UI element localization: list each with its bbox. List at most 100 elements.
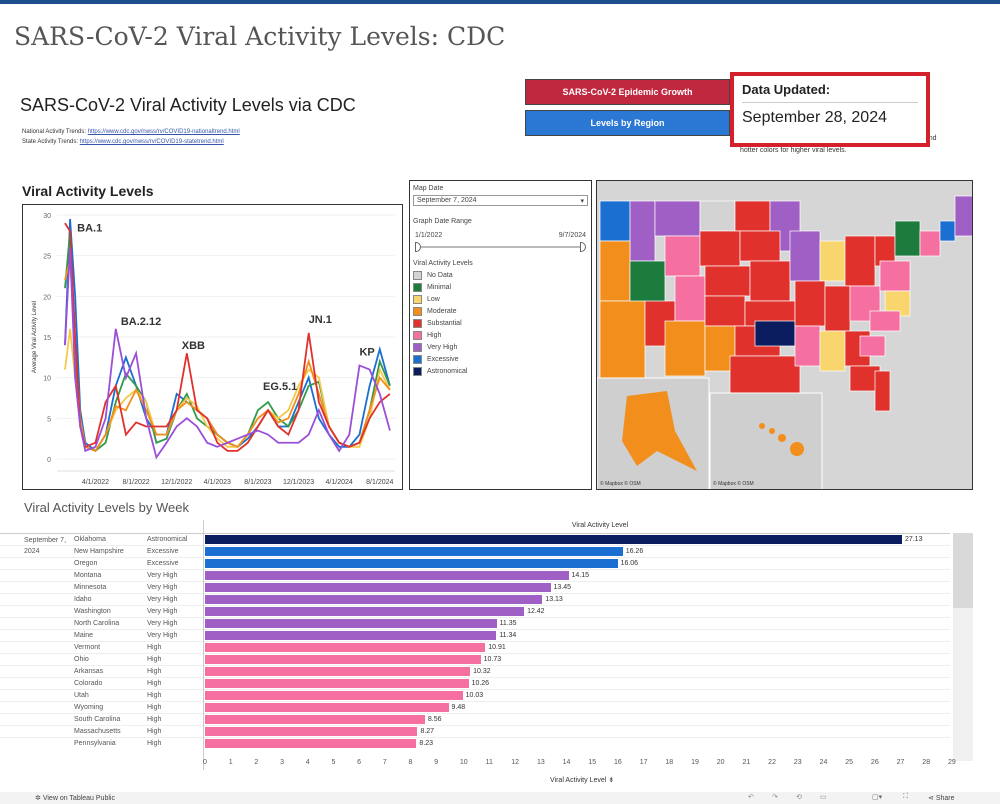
view-on-tableau-link[interactable]: ✲ View on Tableau Public: [35, 794, 115, 802]
table-row[interactable]: Utah High 10.03: [0, 689, 950, 701]
state-shape[interactable]: [879, 260, 911, 292]
table-row[interactable]: Oregon Excessive 16.06: [0, 557, 950, 569]
state-shape[interactable]: [789, 230, 821, 282]
bar[interactable]: [205, 535, 902, 544]
state-shape[interactable]: [599, 200, 631, 242]
state-shape[interactable]: [939, 220, 956, 242]
bar[interactable]: [205, 727, 418, 736]
state-shape[interactable]: [874, 370, 891, 412]
bar[interactable]: [205, 583, 551, 592]
device-preview-icon[interactable]: ▢▾: [872, 794, 883, 801]
bar[interactable]: [205, 715, 425, 724]
bar[interactable]: [205, 571, 569, 580]
slider-start-handle[interactable]: [415, 242, 421, 252]
state-shape[interactable]: [819, 240, 846, 282]
table-row[interactable]: Washington Very High 12.42: [0, 605, 950, 617]
table-row[interactable]: Ohio High 10.73: [0, 653, 950, 665]
state-shape[interactable]: [749, 260, 791, 302]
table-row[interactable]: Massachusetts High 8.27: [0, 725, 950, 737]
levels-by-region-button[interactable]: Levels by Region: [525, 110, 730, 136]
scrollbar-thumb[interactable]: [953, 533, 973, 608]
map-date-dropdown[interactable]: September 7, 2024 ▾: [413, 195, 588, 206]
bar[interactable]: [205, 595, 543, 604]
bar-x-label: Viral Activity Level ⇟: [550, 776, 614, 784]
table-row[interactable]: Montana Very High 14.15: [0, 569, 950, 581]
share-button[interactable]: ⋖ Share: [928, 794, 955, 802]
legend-item[interactable]: Moderate: [413, 305, 588, 317]
legend-item[interactable]: Substantial: [413, 317, 588, 329]
state-shape[interactable]: [869, 310, 901, 332]
fullscreen-icon[interactable]: ⛶: [903, 793, 908, 800]
state-shape[interactable]: [824, 285, 851, 332]
state-shape[interactable]: [754, 320, 796, 347]
bar[interactable]: [205, 691, 463, 700]
state-shape[interactable]: [734, 200, 771, 232]
state-trend-link[interactable]: https://www.cdc.gov/nwss/rv/COVID19-stat…: [79, 139, 224, 145]
state-shape[interactable]: [704, 265, 751, 297]
us-map[interactable]: © Mapbox © OSM © Mapbox © OSM: [596, 180, 973, 490]
revert-icon[interactable]: ⟲: [796, 794, 802, 801]
state-shape[interactable]: [704, 295, 746, 327]
table-row[interactable]: Oklahoma Astronomical 27.13: [0, 533, 950, 545]
state-shape[interactable]: [629, 200, 656, 262]
table-row[interactable]: South Carolina High 8.56: [0, 713, 950, 725]
bar[interactable]: [205, 547, 623, 556]
epidemic-growth-button[interactable]: SARS-CoV-2 Epidemic Growth: [525, 79, 730, 105]
pause-icon[interactable]: ▭: [820, 794, 827, 801]
legend-item[interactable]: High: [413, 329, 588, 341]
activity-level: Very High: [147, 584, 178, 591]
legend-item[interactable]: Excessive: [413, 353, 588, 365]
legend-item[interactable]: Minimal: [413, 281, 588, 293]
table-row[interactable]: Idaho Very High 13.13: [0, 593, 950, 605]
legend-item[interactable]: Very High: [413, 341, 588, 353]
bar[interactable]: [205, 739, 417, 748]
bar-chart-title: Viral Activity Levels by Week: [24, 500, 189, 515]
redo-icon[interactable]: ↷: [772, 794, 778, 801]
sort-icon[interactable]: ⇟: [608, 777, 615, 784]
bar-scrollbar[interactable]: [953, 533, 973, 761]
table-row[interactable]: North Carolina Very High 11.35: [0, 617, 950, 629]
state-shape[interactable]: [819, 330, 846, 372]
table-row[interactable]: Pennsylvania High 8.23: [0, 737, 950, 749]
table-row[interactable]: Maine Very High 11.34: [0, 629, 950, 641]
state-name: Arkansas: [74, 668, 104, 675]
table-row[interactable]: New Hampshire Excessive 16.26: [0, 545, 950, 557]
state-shape[interactable]: [894, 220, 921, 257]
state-shape[interactable]: [699, 200, 736, 232]
bar[interactable]: [205, 559, 618, 568]
bar[interactable]: [205, 679, 469, 688]
table-row[interactable]: Minnesota Very High 13.45: [0, 581, 950, 593]
bar[interactable]: [205, 619, 497, 628]
state-shape[interactable]: [919, 230, 941, 257]
legend-item[interactable]: Low: [413, 293, 588, 305]
table-row[interactable]: Colorado High 10.26: [0, 677, 950, 689]
state-shape[interactable]: [739, 230, 781, 262]
national-trend-link[interactable]: https://www.cdc.gov/nwss/rv/COVID19-nati…: [87, 129, 240, 135]
state-shape[interactable]: [699, 230, 741, 267]
bar[interactable]: [205, 703, 449, 712]
state-shape[interactable]: [664, 235, 701, 277]
bar[interactable]: [205, 655, 481, 664]
bar[interactable]: [205, 607, 525, 616]
date-range-slider[interactable]: [415, 242, 586, 252]
legend-item[interactable]: Astronomical: [413, 365, 588, 377]
state-shape[interactable]: [599, 240, 631, 302]
bar[interactable]: [205, 667, 471, 676]
bar[interactable]: [205, 643, 486, 652]
state-shape[interactable]: [794, 325, 821, 367]
state-shape[interactable]: [674, 275, 706, 322]
state-shape[interactable]: [954, 195, 973, 237]
undo-icon[interactable]: ↶: [748, 794, 754, 801]
state-shape[interactable]: [859, 335, 886, 357]
table-row[interactable]: Wyoming High 9.48: [0, 701, 950, 713]
bar[interactable]: [205, 631, 497, 640]
state-shape[interactable]: [599, 300, 646, 392]
state-shape[interactable]: [844, 235, 876, 287]
state-shape[interactable]: [664, 320, 706, 377]
slider-end-handle[interactable]: [580, 242, 586, 252]
table-row[interactable]: Vermont High 10.91: [0, 641, 950, 653]
state-shape[interactable]: [794, 280, 826, 327]
state-shape[interactable]: [654, 200, 701, 237]
legend-item[interactable]: No Data: [413, 269, 588, 281]
table-row[interactable]: Arkansas High 10.32: [0, 665, 950, 677]
